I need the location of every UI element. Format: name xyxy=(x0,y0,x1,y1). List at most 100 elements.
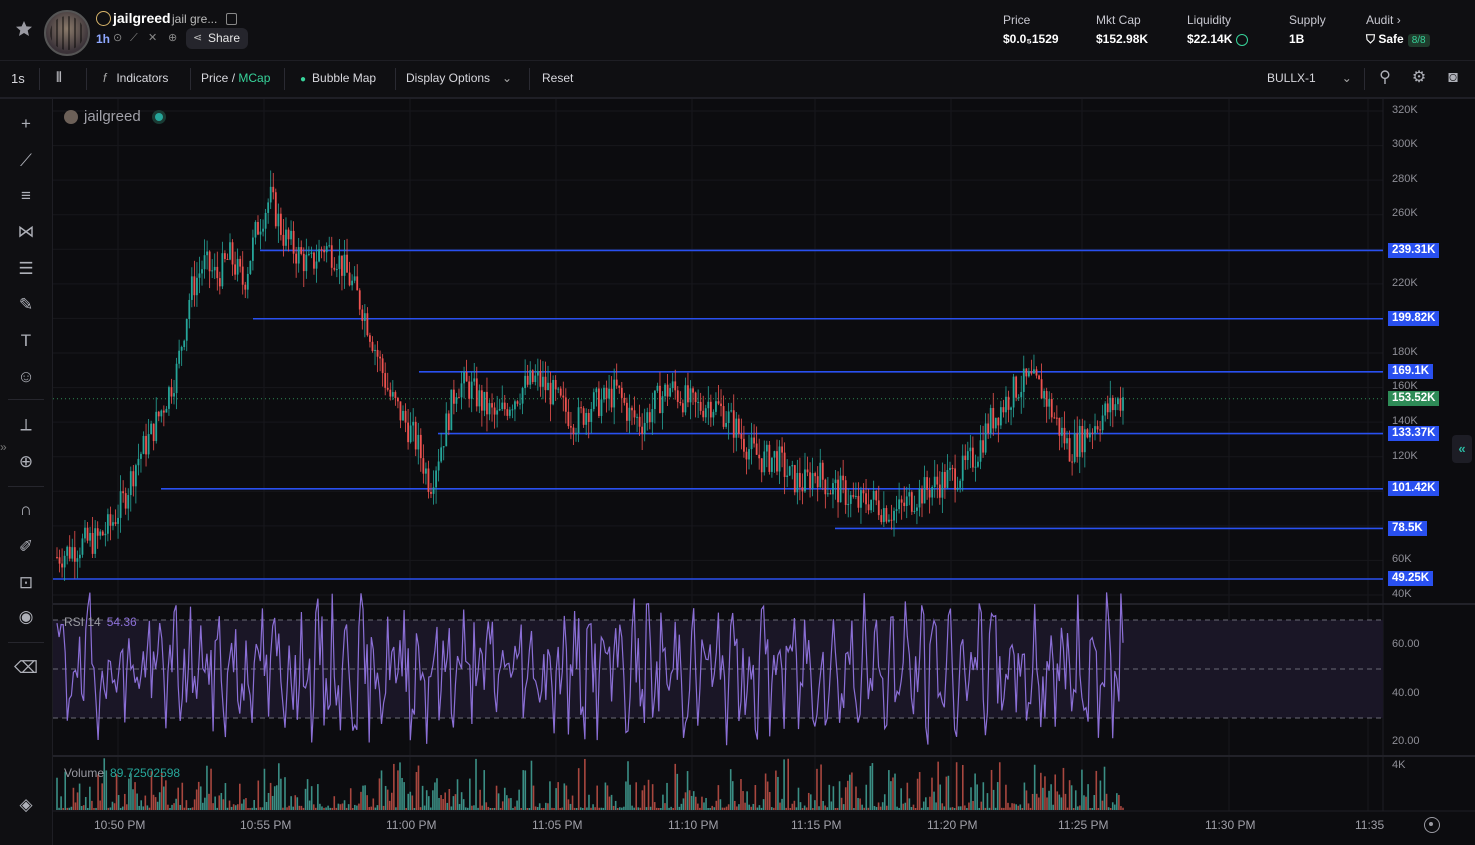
expand-left-icon[interactable]: » xyxy=(0,440,7,454)
volume-bar xyxy=(1077,806,1079,810)
candle-body xyxy=(514,401,516,410)
level-label: 133.37K xyxy=(1388,426,1440,441)
crosshair-icon[interactable]: + xyxy=(21,114,31,133)
divider xyxy=(395,68,396,90)
bubble-map-button[interactable]: ● Bubble Map xyxy=(300,71,376,85)
ruler-icon[interactable]: ⟂ xyxy=(20,415,32,434)
candle-body xyxy=(470,381,473,399)
candle-body xyxy=(575,433,577,435)
camera-icon[interactable]: ◙ xyxy=(1448,69,1458,86)
candle-body xyxy=(900,499,903,503)
volume-bar xyxy=(545,802,547,810)
volume-bar xyxy=(446,802,449,810)
divider xyxy=(284,68,285,90)
time-axis-label: 11:20 PM xyxy=(927,818,978,832)
brush-icon[interactable]: ✎ xyxy=(18,295,34,314)
volume-bar xyxy=(76,792,79,810)
link-icon[interactable]: ⟋ xyxy=(130,32,138,44)
magnet-icon[interactable]: ∩ xyxy=(19,500,33,519)
volume-bar xyxy=(497,793,500,810)
pencil-lock-icon[interactable]: ✐ xyxy=(18,537,34,556)
candle-body xyxy=(1048,399,1051,407)
candle-body xyxy=(468,381,471,399)
volume-bar xyxy=(510,798,512,810)
axis-settings-icon[interactable] xyxy=(1424,817,1440,833)
trash-icon[interactable]: ⌫ xyxy=(14,658,39,677)
mcap-label: MCap xyxy=(238,71,271,85)
fib-icon[interactable]: ☰ xyxy=(18,259,34,278)
candle-body xyxy=(483,391,486,411)
candle-body xyxy=(554,379,557,390)
volume-bar xyxy=(70,806,73,810)
share-button[interactable]: ⋖ Share xyxy=(186,28,249,49)
volume-bar xyxy=(319,803,321,810)
rsi-legend: RSI 14 54.36 xyxy=(64,615,137,629)
volume-bar xyxy=(649,806,652,810)
indicators-button[interactable]: f Indicators xyxy=(103,71,168,85)
volume-bar xyxy=(998,762,1001,810)
eye-icon[interactable]: ◉ xyxy=(18,607,34,626)
volume-bar xyxy=(828,784,831,810)
horizontal-lines-icon[interactable]: ≡ xyxy=(21,186,31,205)
lock-icon[interactable]: ⊡ xyxy=(18,573,34,592)
zoom-in-icon[interactable]: ⊕ xyxy=(18,452,34,471)
candle-body xyxy=(498,409,501,411)
volume-bar xyxy=(658,807,660,810)
volume-axis-label: 4K xyxy=(1392,759,1406,771)
price-chart[interactable] xyxy=(53,99,1475,845)
candle-type-icon[interactable]: ⫴ xyxy=(56,69,62,85)
candle-body xyxy=(81,538,84,555)
candle-body xyxy=(870,499,873,511)
text-icon[interactable]: T xyxy=(20,331,32,350)
volume-bar xyxy=(563,783,566,810)
favorite-star-icon[interactable] xyxy=(14,19,34,39)
volume-bar xyxy=(721,807,724,810)
candle-body xyxy=(542,376,544,387)
candle-body xyxy=(519,403,521,405)
y-axis-label: 320K xyxy=(1392,104,1418,116)
volume-bar xyxy=(959,806,962,810)
candle-body xyxy=(877,500,880,516)
trend-line-icon[interactable]: ⟋ xyxy=(20,151,32,170)
copy-icon[interactable] xyxy=(226,13,237,25)
x-twitter-icon[interactable]: ✕ xyxy=(148,32,158,44)
reset-button[interactable]: Reset xyxy=(542,71,574,85)
stat-label-row: Audit › xyxy=(1366,13,1430,27)
price-mcap-toggle[interactable]: Price / MCap xyxy=(201,71,270,85)
volume-bar xyxy=(812,807,814,810)
display-options-button[interactable]: Display Options ⌄ xyxy=(406,71,512,85)
candle-body xyxy=(397,397,399,402)
volume-bar xyxy=(820,764,822,810)
candle-body xyxy=(539,370,542,387)
candle-body xyxy=(821,462,824,480)
volume-bar xyxy=(635,782,638,810)
candle-body xyxy=(679,401,682,404)
expand-right-panel-icon[interactable]: « xyxy=(1452,435,1472,463)
display-options-label: Display Options xyxy=(406,71,491,85)
volume-bar xyxy=(532,785,535,810)
zoom-icon[interactable]: ⚲ xyxy=(1379,69,1391,86)
pattern-icon[interactable]: ⋈ xyxy=(17,222,35,241)
candle-body xyxy=(882,508,885,523)
layers-icon[interactable]: ◈ xyxy=(19,795,33,814)
settings-gear-icon[interactable]: ⚙ xyxy=(1411,69,1427,86)
preset-select[interactable]: BULLX-1 ⌄ xyxy=(1267,71,1352,85)
volume-bar xyxy=(894,773,896,810)
volume-bar xyxy=(1085,796,1087,810)
interval-button[interactable]: 1s xyxy=(11,71,25,86)
volume-bar xyxy=(68,807,71,810)
candle-body xyxy=(641,426,644,435)
volume-bar xyxy=(822,801,824,810)
candle-body xyxy=(325,246,328,253)
candle-body xyxy=(274,192,277,227)
globe-icon[interactable]: ⊕ xyxy=(168,32,178,44)
search-icon[interactable]: ⊙ xyxy=(113,32,123,44)
volume-bar xyxy=(249,807,251,810)
candle-body xyxy=(760,458,763,473)
emoji-icon[interactable]: ☺ xyxy=(17,367,35,386)
candle-body xyxy=(384,373,387,388)
volume-bar xyxy=(390,792,393,810)
candle-body xyxy=(190,276,193,300)
stat-audit[interactable]: Audit › ⛉ Safe 8/8 xyxy=(1366,13,1430,47)
volume-bar xyxy=(469,778,471,810)
